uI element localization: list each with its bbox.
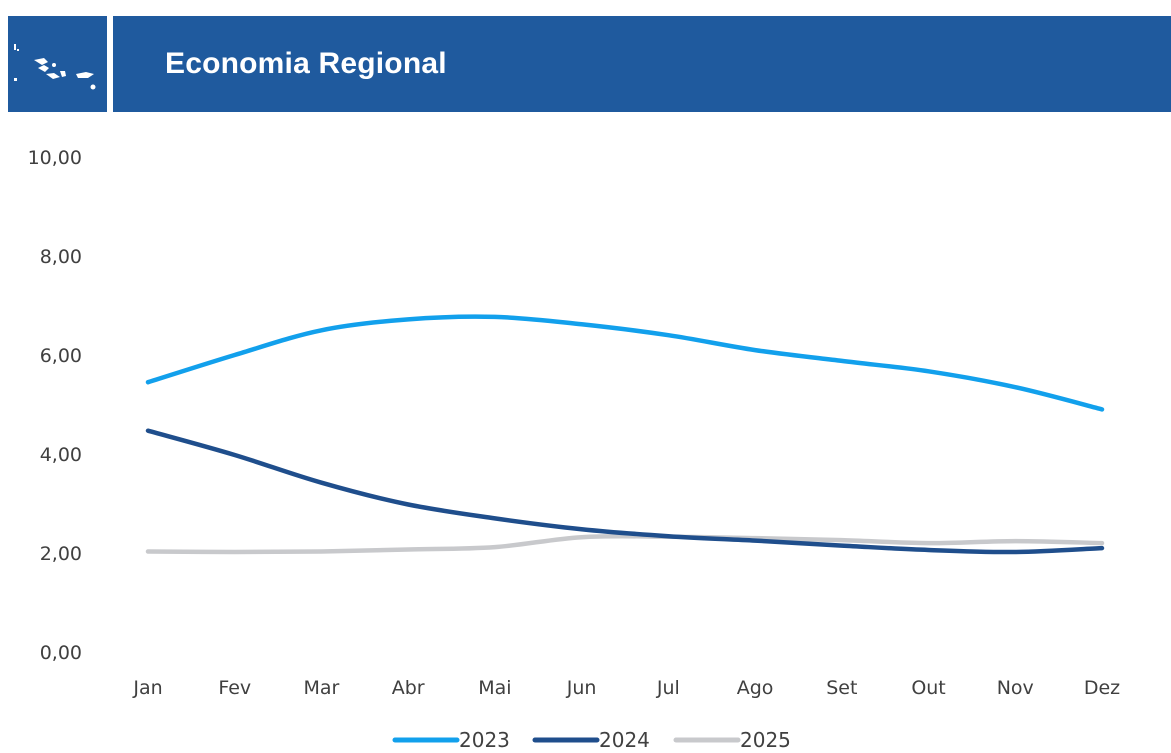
y-tick-label: 2,00 [40, 543, 82, 565]
logo-box [8, 16, 107, 112]
x-tick-label-jul: Jul [656, 677, 680, 699]
page-title: Economia Regional [165, 47, 447, 80]
x-tick-label-nov: Nov [997, 677, 1034, 699]
x-tick-label-jun: Jun [566, 677, 597, 699]
x-tick-label-fev: Fev [218, 677, 251, 699]
series-layer [145, 314, 1105, 555]
y-tick-label: 4,00 [40, 444, 82, 466]
x-tick-label-ago: Ago [737, 677, 774, 699]
series-line-2023 [145, 314, 1105, 412]
page-header: Economia Regional [0, 0, 1171, 116]
legend-label-2025: 2025 [740, 728, 791, 748]
legend-label-2024: 2024 [599, 728, 650, 748]
y-tick-label: 8,00 [40, 246, 82, 268]
y-tick-label: 6,00 [40, 345, 82, 367]
x-axis: Jan Fev Mar Abr Mai Jun Jul Ago Set Out Nov Dez [132, 677, 1120, 699]
x-tick-label-mai: Mai [478, 677, 511, 699]
legend: 2023 2024 2025 [392, 728, 791, 752]
y-tick-label: 10,00 [28, 147, 82, 169]
series-line-2025 [145, 533, 1105, 555]
x-tick-label-mar: Mar [304, 677, 340, 699]
series-line-2024 [145, 428, 1105, 555]
y-tick-label: 0,00 [40, 642, 82, 664]
legend-label-2023: 2023 [459, 728, 510, 748]
line-chart: 0,00 2,00 4,00 6,00 8,00 10,00 Jan Fev Mar Abr Ma… [0, 116, 1171, 752]
y-axis: 0,00 2,00 4,00 6,00 8,00 10,00 [28, 147, 82, 664]
x-tick-label-out: Out [911, 677, 945, 699]
azores-islands-logo-icon [14, 44, 96, 90]
title-bar: Economia Regional [113, 16, 1171, 112]
x-tick-label-jan: Jan [132, 677, 162, 699]
x-tick-label-abr: Abr [392, 677, 425, 699]
x-tick-label-set: Set [826, 677, 857, 699]
chart-svg: 0,00 2,00 4,00 6,00 8,00 10,00 Jan Fev Mar Abr Ma… [28, 147, 1121, 752]
x-tick-label-dez: Dez [1084, 677, 1120, 699]
